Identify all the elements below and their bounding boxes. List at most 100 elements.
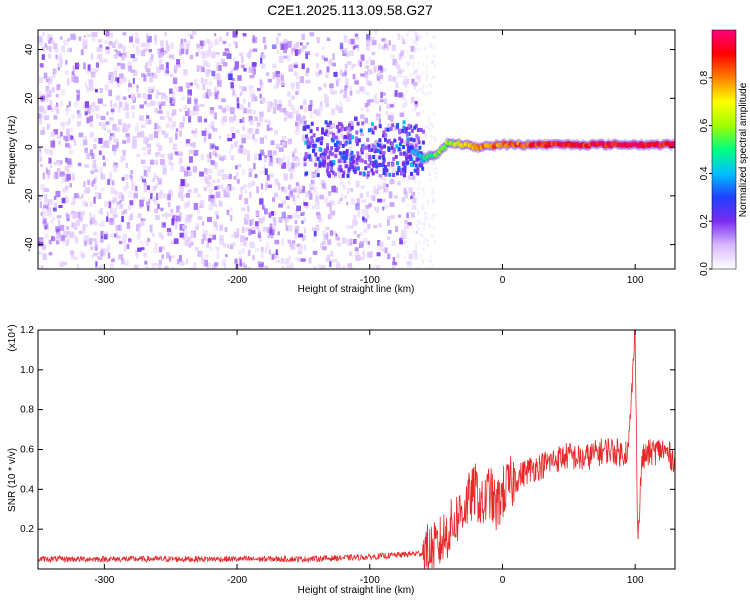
y-tick-label: 1.0: [20, 365, 34, 376]
spectrogram-cell: [139, 199, 144, 207]
spectrogram-cell: [88, 238, 93, 245]
spectrogram-cell: [64, 198, 67, 203]
spectrogram-cell: [60, 122, 66, 126]
spectrogram-cell: [313, 237, 316, 242]
spectrogram-cell: [142, 93, 147, 99]
spectrogram-cell: [260, 86, 263, 90]
spectrogram-cell: [142, 178, 146, 183]
spectrogram-cell: [113, 54, 118, 59]
spectrogram-cell: [158, 92, 162, 96]
spectrogram-cell: [337, 128, 341, 133]
spectrogram-cell: [425, 258, 428, 262]
spectrogram-cell: [326, 165, 330, 170]
spectrogram-cell: [132, 57, 138, 62]
spectrogram-cell: [264, 155, 267, 159]
spectrogram-cell: [284, 211, 287, 217]
spectrogram-cell: [200, 66, 205, 73]
spectrogram-cell: [108, 75, 111, 81]
spectrogram-cell: [154, 208, 159, 214]
spectrogram-cell: [156, 193, 159, 200]
spectrogram-cell: [247, 205, 250, 213]
spectrogram-cell: [113, 103, 118, 108]
spectrogram-cell: [268, 105, 272, 112]
spectrogram-cell: [351, 165, 355, 170]
spectrogram-cell: [266, 124, 270, 131]
spectrogram-cell: [331, 123, 335, 128]
spectrogram-cell: [157, 203, 160, 210]
spectrogram-cell: [277, 231, 280, 236]
spectrogram-cell: [418, 88, 421, 92]
spectrogram-cell: [202, 221, 205, 226]
spectrogram-cell: [326, 149, 331, 154]
spectrogram-cell: [137, 223, 142, 227]
spectrogram-cell: [117, 62, 121, 66]
spectrogram-cell: [411, 56, 414, 60]
spectrogram-cell: [264, 119, 269, 123]
spectrogram-cell: [145, 62, 148, 69]
spectrogram-cell: [260, 57, 263, 64]
spectrogram-cell: [239, 186, 245, 190]
spectrogram-cell: [323, 131, 327, 136]
spectrogram-cell: [140, 42, 146, 48]
spectrogram-cell: [331, 259, 337, 263]
spectrogram-cell: [318, 105, 322, 111]
spectrogram-cell: [175, 132, 178, 140]
spectrogram-cell: [205, 168, 210, 173]
spectrogram-cell: [242, 226, 245, 234]
spectrogram-cell: [406, 142, 409, 147]
spectrogram-cell: [325, 129, 329, 134]
spectrogram-cell: [421, 72, 424, 75]
spectrogram-cell: [433, 113, 436, 116]
spectrogram-cell: [65, 121, 69, 126]
spectrogram-cell: [202, 234, 207, 241]
spectrogram-cell: [344, 142, 348, 147]
spectrogram-cell: [91, 153, 95, 159]
spectrogram-cell: [258, 236, 262, 242]
spectrogram-cell: [247, 102, 251, 108]
spectrogram-cell: [74, 234, 77, 240]
spectrogram-cell: [169, 255, 172, 262]
spectrogram-cell: [90, 72, 96, 78]
spectrogram-cell: [337, 145, 341, 150]
spectrogram-cell: [328, 191, 331, 196]
spectrogram-cell: [161, 213, 165, 217]
spectrogram-cell: [295, 256, 300, 261]
spectrogram-cell: [147, 94, 152, 100]
spectrogram-cell: [176, 260, 180, 265]
spectrogram-cell: [91, 102, 96, 108]
spectrogram-cell: [180, 196, 184, 202]
spectrogram-cell: [236, 228, 240, 235]
spectrogram-cell: [407, 119, 410, 123]
spectrogram-cell: [108, 41, 113, 46]
spectrogram-cell: [264, 208, 268, 215]
spectrogram-cell: [383, 39, 389, 45]
spectrogram-cell: [361, 199, 367, 203]
spectrogram-cell: [305, 171, 309, 176]
spectrogram-cell: [332, 159, 336, 164]
spectrogram-cell: [127, 61, 132, 69]
spectrogram-cell: [280, 74, 284, 82]
spectrogram-cell: [353, 169, 357, 174]
spectrogram-cell: [309, 100, 313, 107]
spectrogram-cell: [404, 80, 408, 88]
spectrogram-cell: [162, 50, 168, 54]
spectrogram-cell: [231, 233, 235, 238]
spectrogram-cell: [267, 150, 273, 158]
spectrogram-cell: [329, 160, 333, 165]
spectrogram-cell: [219, 234, 224, 240]
spectrogram-cell: [338, 78, 341, 83]
spectrogram-cell: [406, 155, 410, 160]
spectrogram-cell: [56, 102, 59, 108]
spectrogram-cell: [345, 78, 349, 85]
signal-point: [409, 145, 414, 151]
spectrogram-cell: [407, 123, 411, 128]
spectrogram-cell: [84, 111, 88, 116]
spectrogram-cell: [214, 92, 219, 100]
spectrogram-cell: [197, 216, 203, 220]
spectrogram-cell: [339, 181, 344, 185]
spectrogram-cell: [407, 131, 411, 136]
spectrogram-cell: [49, 100, 52, 106]
spectrogram-cell: [82, 200, 87, 206]
spectrogram-cell: [256, 122, 261, 127]
spectrogram-cell: [243, 184, 248, 188]
